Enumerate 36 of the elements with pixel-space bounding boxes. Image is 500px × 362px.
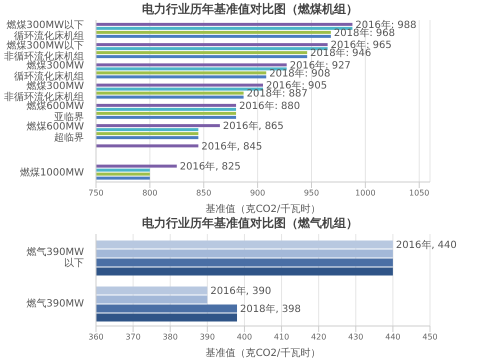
- x-tick-label: 420: [311, 332, 326, 342]
- y-tick-label: 燃煤300MW非循环流化床机组: [4, 80, 84, 103]
- y-tick-label: 燃煤1000MW: [20, 166, 84, 178]
- chart-title: 电力行业历年基准值对比图（燃气机组）: [141, 215, 359, 232]
- x-tick-label: 380: [162, 332, 178, 342]
- x-tick-label: 390: [200, 332, 215, 342]
- x-tick-label: 900: [250, 188, 266, 198]
- y-tick-label: 燃煤300MW以下非循环流化床机组: [4, 39, 84, 62]
- x-tick-label: 400: [236, 332, 252, 342]
- x-tick-label: 410: [274, 332, 290, 342]
- x-tick-label: 850: [196, 188, 212, 198]
- data-label: 2016年: 880: [239, 100, 300, 112]
- x-axis-title: 基准值（克CO2/千瓦时）: [206, 347, 320, 359]
- data-label: 2016年, 390: [210, 284, 272, 297]
- y-tick-label: 燃煤600MW超临界: [26, 120, 84, 144]
- data-label: 2016年, 845: [201, 140, 262, 152]
- x-tick-label: 1000: [355, 188, 376, 198]
- x-tick-label: 950: [304, 188, 320, 198]
- x-tick-label: 1050: [409, 188, 430, 198]
- x-axis-title: 基准值（克CO2/千瓦时）: [206, 203, 320, 215]
- x-tick-label: 750: [88, 188, 104, 198]
- chart-title: 电力行业历年基准值对比图（燃煤机组）: [141, 1, 359, 18]
- y-tick-label: 燃气390MW以下: [26, 246, 84, 269]
- data-label: 2018年: 908: [269, 67, 330, 80]
- data-label: 2018年: 968: [334, 26, 395, 39]
- data-label: 2018年, 398: [240, 302, 301, 315]
- x-tick-label: 450: [422, 332, 438, 342]
- x-tick-label: 430: [348, 332, 364, 342]
- x-tick-label: 360: [88, 332, 104, 342]
- x-tick-label: 440: [385, 332, 401, 342]
- data-label: 2016年, 865: [222, 120, 284, 132]
- y-tick-label: 燃气390MW: [26, 298, 84, 310]
- x-tick-label: 370: [125, 332, 141, 342]
- data-label: 2016年, 440: [396, 238, 457, 251]
- x-tick-label: 800: [142, 188, 158, 198]
- data-label: 2016年, 825: [180, 160, 241, 173]
